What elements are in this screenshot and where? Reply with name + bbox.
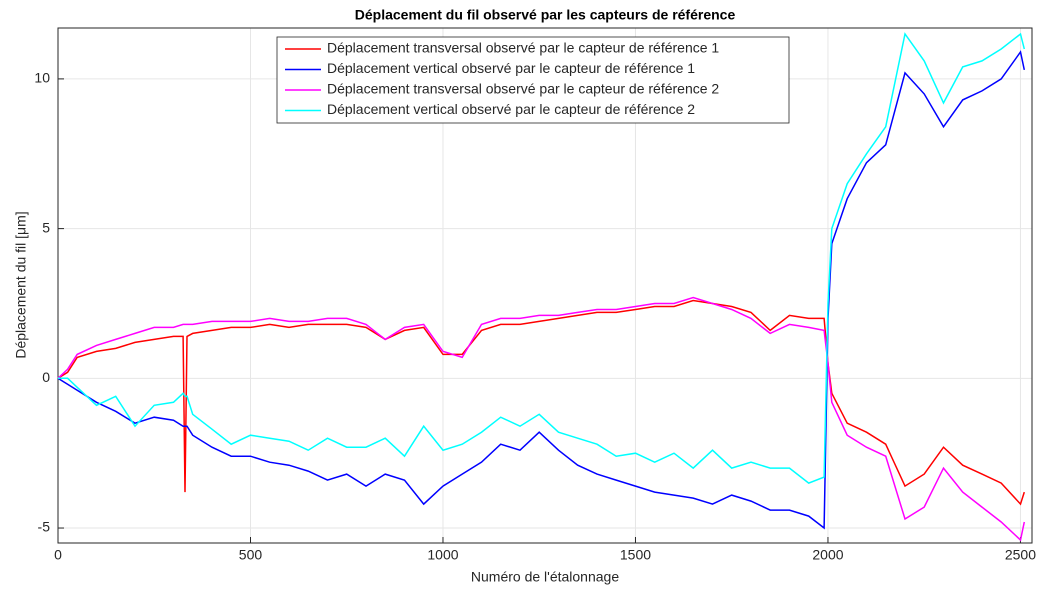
legend-label: Déplacement vertical observé par le capt… [327,60,695,76]
x-tick-label: 500 [239,547,263,563]
y-tick-label: 0 [42,369,50,385]
y-tick-label: -5 [38,519,51,535]
y-tick-label: 5 [42,219,50,235]
series-line [58,32,1026,484]
chart-title: Déplacement du fil observé par les capte… [355,7,736,23]
x-tick-label: 1500 [620,547,651,563]
x-axis-label: Numéro de l'étalonnage [471,569,619,585]
legend-label: Déplacement transversal observé par le c… [327,81,719,97]
series-line [57,299,1026,506]
x-tick-label: 1000 [427,547,458,563]
y-axis-label: Déplacement du fil [μm] [13,211,29,358]
legend-box [276,36,790,124]
series-line [57,50,1026,530]
x-tick-label: 2500 [1005,547,1036,563]
series-line [57,296,1026,542]
x-tick-label: 0 [54,547,62,563]
legend: Déplacement transversal observé par le c… [276,36,790,124]
x-tick-label: 2000 [812,547,843,563]
legend-label: Déplacement vertical observé par le capt… [327,101,695,117]
y-tick-label: 10 [34,70,50,86]
plot-frame [57,27,1033,544]
legend-label: Déplacement transversal observé par le c… [327,40,719,56]
